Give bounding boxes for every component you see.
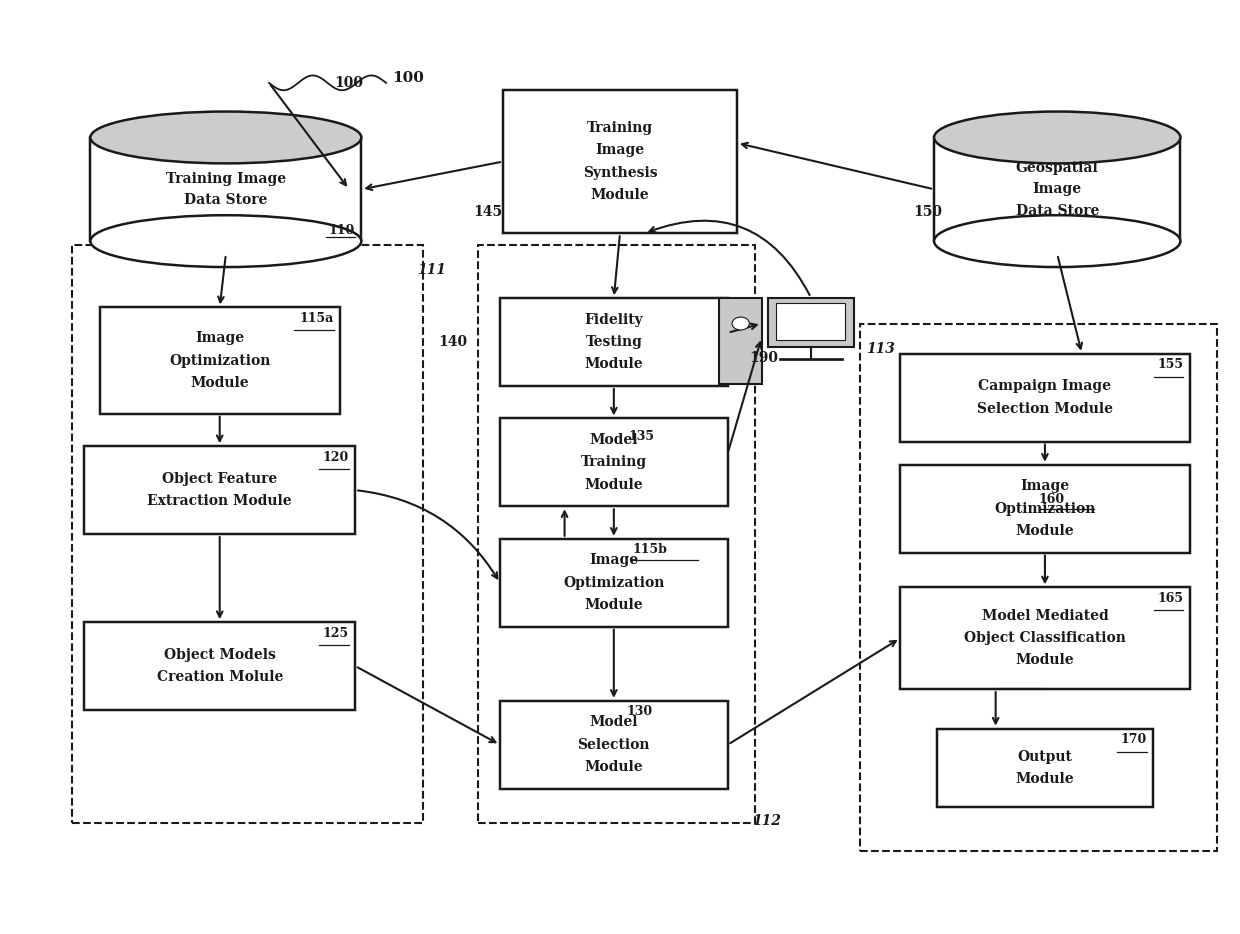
Text: Module: Module (584, 357, 644, 371)
Polygon shape (500, 539, 728, 627)
Text: 100: 100 (392, 71, 424, 85)
Text: Training: Training (587, 121, 653, 135)
Text: 150: 150 (914, 205, 942, 219)
Text: 110: 110 (329, 223, 355, 236)
Text: 135: 135 (629, 430, 655, 443)
Circle shape (732, 317, 749, 330)
Text: 165: 165 (1157, 592, 1183, 605)
Polygon shape (84, 622, 355, 710)
Text: 170: 170 (1120, 733, 1147, 746)
Text: Object Feature: Object Feature (162, 472, 278, 486)
Polygon shape (500, 700, 728, 788)
Text: Model Mediated: Model Mediated (982, 609, 1109, 623)
Polygon shape (500, 298, 728, 386)
Text: 111: 111 (417, 263, 445, 277)
Ellipse shape (934, 215, 1180, 267)
Text: Image: Image (195, 332, 244, 346)
Ellipse shape (934, 111, 1180, 163)
Text: Testing: Testing (585, 335, 642, 349)
Text: Module: Module (191, 375, 249, 389)
Polygon shape (937, 729, 1153, 807)
Text: Object Classification: Object Classification (963, 631, 1126, 645)
Text: Image: Image (595, 144, 645, 158)
Text: Data Store: Data Store (1016, 204, 1099, 218)
Text: Module: Module (590, 188, 650, 202)
Polygon shape (900, 465, 1189, 553)
Text: Optimization: Optimization (994, 502, 1096, 516)
Text: Training: Training (580, 456, 647, 470)
Text: 113: 113 (867, 342, 895, 356)
Text: Module: Module (584, 598, 644, 612)
Text: Module: Module (1016, 771, 1074, 785)
Text: Module: Module (584, 477, 644, 491)
Polygon shape (91, 137, 361, 241)
Text: 140: 140 (439, 335, 467, 349)
Text: Output: Output (1018, 750, 1073, 764)
Text: Optimization: Optimization (169, 354, 270, 368)
Text: Model: Model (589, 433, 639, 447)
Text: Synthesis: Synthesis (583, 165, 657, 179)
Text: Image: Image (1033, 182, 1081, 196)
Text: Creation Molule: Creation Molule (156, 670, 283, 684)
Text: 125: 125 (322, 627, 348, 640)
Text: Object Models: Object Models (164, 648, 275, 662)
Polygon shape (500, 418, 728, 506)
Text: Campaign Image: Campaign Image (978, 379, 1111, 393)
Ellipse shape (91, 111, 361, 163)
Polygon shape (776, 304, 846, 340)
Text: Model: Model (589, 715, 639, 729)
Text: Data Store: Data Store (185, 193, 268, 207)
Text: 115a: 115a (299, 312, 334, 325)
Text: Selection Module: Selection Module (977, 402, 1114, 416)
Text: 120: 120 (322, 451, 348, 464)
Text: Training Image: Training Image (166, 172, 286, 186)
Polygon shape (99, 307, 340, 414)
Text: Geospatial: Geospatial (1016, 161, 1099, 175)
Text: 145: 145 (474, 205, 502, 219)
Text: 100: 100 (335, 76, 363, 90)
Polygon shape (768, 298, 854, 347)
Text: Extraction Module: Extraction Module (148, 494, 293, 508)
Text: Image: Image (1021, 479, 1069, 493)
Text: Module: Module (1016, 524, 1074, 538)
Ellipse shape (91, 215, 361, 267)
Polygon shape (503, 90, 737, 234)
Text: 115b: 115b (632, 544, 667, 557)
Text: Image: Image (589, 554, 639, 568)
Text: 155: 155 (1157, 359, 1183, 371)
Text: 112: 112 (751, 814, 781, 828)
Polygon shape (900, 587, 1189, 689)
Text: Module: Module (1016, 654, 1074, 668)
Polygon shape (718, 298, 761, 384)
Polygon shape (900, 354, 1189, 442)
Polygon shape (934, 137, 1180, 241)
Text: 130: 130 (626, 705, 652, 718)
Text: 160: 160 (1039, 493, 1065, 506)
Text: Optimization: Optimization (563, 575, 665, 589)
Text: 190: 190 (750, 351, 779, 365)
Text: Fidelity: Fidelity (584, 313, 644, 327)
Polygon shape (84, 446, 355, 534)
Text: Selection: Selection (578, 738, 650, 752)
Text: Module: Module (584, 760, 644, 774)
